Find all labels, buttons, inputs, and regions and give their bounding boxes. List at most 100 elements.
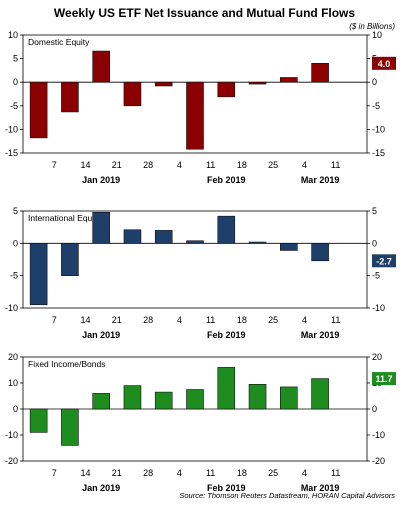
bar <box>217 367 236 410</box>
bar <box>186 81 204 150</box>
panel-label: International Equity <box>28 213 102 223</box>
y-tick-label-left: 0 <box>13 404 18 414</box>
bar <box>154 230 173 244</box>
x-tick-label: 25 <box>268 468 278 478</box>
y-tick-label-right: -5 <box>372 271 380 281</box>
bar <box>123 229 142 244</box>
x-tick-label: 21 <box>112 468 122 478</box>
y-tick-label-left: -10 <box>5 303 18 313</box>
y-tick-label-left: -15 <box>5 148 18 158</box>
latest-value-label: -2.7 <box>376 256 392 266</box>
bar <box>248 241 267 244</box>
x-tick-label: 4 <box>177 468 182 478</box>
x-tick-label: 7 <box>52 315 57 325</box>
bar <box>29 81 48 139</box>
x-tick-label: 25 <box>268 315 278 325</box>
bar <box>280 77 298 83</box>
y-tick-label-left: 5 <box>13 206 18 216</box>
plot-frame <box>22 210 368 309</box>
y-tick-label-right: 20 <box>372 352 382 362</box>
chart-title: Weekly US ETF Net Issuance and Mutual Fu… <box>53 6 356 20</box>
month-label: Feb 2019 <box>207 175 246 185</box>
bar <box>154 81 173 87</box>
y-tick-label-left: 10 <box>8 30 18 40</box>
y-tick-label-right: -10 <box>372 430 385 440</box>
x-tick-label: 18 <box>237 160 247 170</box>
panel-label: Domestic Equity <box>28 37 90 47</box>
bar <box>29 408 48 433</box>
x-tick-label: 11 <box>206 160 215 170</box>
bar <box>123 385 142 410</box>
bar <box>248 383 267 410</box>
bar <box>61 243 79 276</box>
month-label: Jan 2019 <box>82 175 120 185</box>
bar <box>92 211 110 244</box>
bar <box>217 81 236 98</box>
bar <box>61 81 79 113</box>
y-tick-label-right: 10 <box>372 30 382 40</box>
month-label: Mar 2019 <box>301 483 340 493</box>
y-tick-label-right: -20 <box>372 456 385 466</box>
x-tick-label: 18 <box>237 315 247 325</box>
month-label: Jan 2019 <box>82 483 120 493</box>
x-tick-label: 25 <box>268 160 278 170</box>
bar <box>311 63 329 83</box>
y-tick-label-left: 5 <box>13 54 18 64</box>
bar <box>280 386 298 410</box>
bar <box>154 391 173 410</box>
x-tick-label: 11 <box>206 315 215 325</box>
x-tick-label: 21 <box>112 315 122 325</box>
source-note: Source: Thomson Reuters Datastream, HORA… <box>179 491 395 500</box>
x-tick-label: 14 <box>81 468 91 478</box>
y-tick-label-left: -10 <box>5 430 18 440</box>
y-tick-label-left: 20 <box>8 352 18 362</box>
x-tick-label: 7 <box>52 160 57 170</box>
month-label: Feb 2019 <box>207 483 246 493</box>
bar <box>217 215 236 244</box>
y-tick-label-right: 0 <box>372 238 377 248</box>
latest-value-label: 4.0 <box>378 59 391 69</box>
x-tick-label: 11 <box>331 468 340 478</box>
y-tick-label-right: 0 <box>372 404 377 414</box>
units-subtitle: ($ in Billions) <box>349 22 395 31</box>
bar <box>311 378 329 410</box>
x-tick-label: 28 <box>143 468 153 478</box>
y-tick-label-right: 5 <box>372 206 377 216</box>
latest-value-badge <box>372 372 396 386</box>
x-tick-label: 11 <box>206 468 215 478</box>
bar <box>186 389 204 410</box>
y-tick-label-left: -5 <box>10 101 18 111</box>
month-label: Feb 2019 <box>207 330 246 340</box>
y-tick-label-left: -5 <box>10 271 18 281</box>
x-tick-label: 21 <box>112 160 122 170</box>
y-tick-label-left: -10 <box>5 124 18 134</box>
latest-value-badge <box>372 254 396 268</box>
y-tick-label-left: 0 <box>13 77 18 87</box>
latest-value-badge <box>372 56 396 70</box>
y-tick-label-right: 0 <box>372 77 377 87</box>
month-label: Mar 2019 <box>301 330 340 340</box>
x-tick-label: 4 <box>302 315 307 325</box>
bar <box>186 240 204 244</box>
y-tick-label-left: 10 <box>8 378 18 388</box>
bar <box>61 408 79 446</box>
bar <box>92 50 110 83</box>
panel-3: Fixed Income/Bonds2020101000-10-10-20-20… <box>5 352 396 493</box>
bar <box>123 81 142 107</box>
x-tick-label: 28 <box>143 160 153 170</box>
x-tick-label: 4 <box>302 468 307 478</box>
x-tick-label: 11 <box>331 160 340 170</box>
bar <box>311 243 329 262</box>
x-tick-label: 28 <box>143 315 153 325</box>
month-label: Mar 2019 <box>301 175 340 185</box>
x-tick-label: 4 <box>177 160 182 170</box>
x-tick-label: 14 <box>81 160 91 170</box>
bar <box>280 243 298 251</box>
y-tick-label-right: -15 <box>372 148 385 158</box>
bar <box>248 81 267 85</box>
bar <box>29 243 48 306</box>
y-tick-label-left: 0 <box>13 238 18 248</box>
x-tick-label: 4 <box>177 315 182 325</box>
